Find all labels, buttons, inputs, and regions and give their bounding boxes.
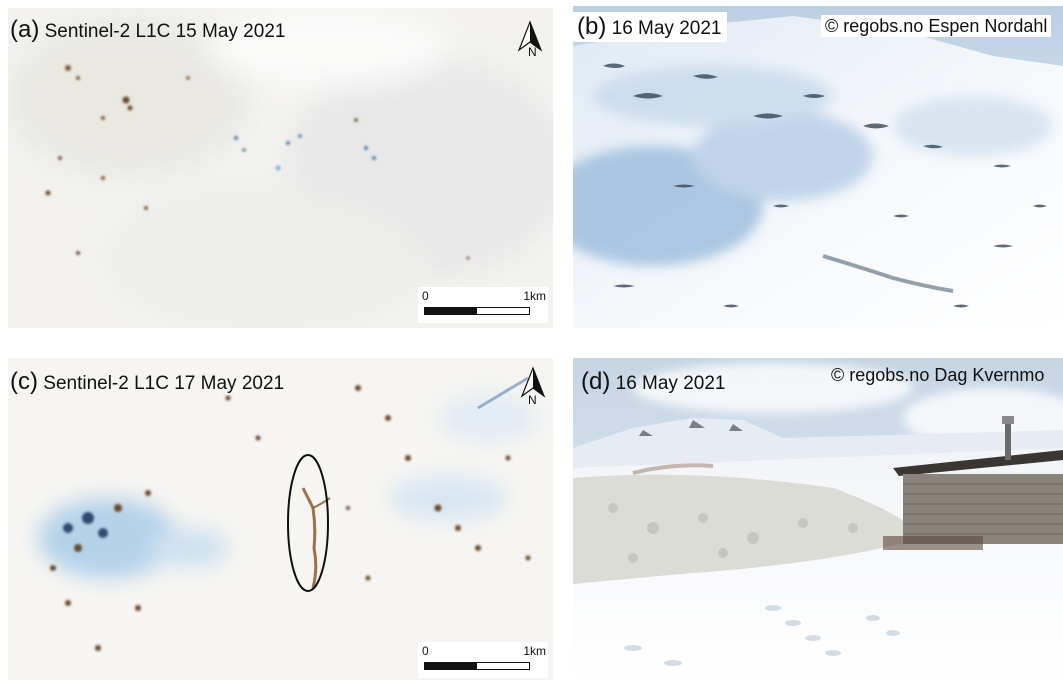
panel-c-scale-bar: 0 1km — [418, 642, 548, 678]
panel-d-letter: (d) — [581, 368, 611, 395]
scale-end-label: 1km — [523, 644, 546, 658]
panel-a-caption: (a) Sentinel-2 L1C 15 May 2021 — [10, 18, 285, 42]
satellite-image-c — [8, 358, 553, 680]
panel-c-satellite-image: (c) Sentinel-2 L1C 17 May 2021 N 0 1km — [8, 358, 553, 680]
satellite-image-a — [8, 8, 553, 328]
cabin-graphic — [883, 416, 1063, 550]
scale-end-label: 1km — [523, 289, 546, 303]
cabin-photo-d — [573, 358, 1063, 683]
panel-d-photo: (d) 16 May 2021 © regobs.no Dag Kvernmo — [573, 358, 1063, 683]
panel-c-caption-text: Sentinel-2 L1C 17 May 2021 — [43, 373, 285, 394]
panel-d-caption-text: 16 May 2021 — [615, 373, 726, 394]
panel-a-north-label: N — [528, 45, 537, 59]
north-arrow-icon — [517, 20, 543, 60]
panel-b-caption-text: 16 May 2021 — [611, 18, 722, 39]
panel-a-letter: (a) — [10, 16, 40, 43]
north-arrow-icon — [520, 366, 546, 406]
scale-start-label: 0 — [422, 644, 429, 658]
panel-b-letter: (b) — [577, 13, 607, 40]
scale-bar-graphic — [424, 307, 530, 315]
panel-c-caption: (c) Sentinel-2 L1C 17 May 2021 — [10, 370, 284, 394]
panel-c-letter: (c) — [10, 368, 38, 395]
mountain-photo-b — [573, 6, 1063, 328]
panel-c-north-label: N — [528, 393, 537, 407]
panel-a-scale-bar: 0 1km — [418, 287, 548, 323]
panel-b-credit: © regobs.no Espen Nordahl — [821, 15, 1052, 37]
scale-start-label: 0 — [422, 289, 429, 303]
panel-b-photo: (b) 16 May 2021 © regobs.no Espen Nordah… — [573, 6, 1063, 328]
panel-d-caption: (d) 16 May 2021 — [581, 370, 725, 394]
panel-b-caption: (b) 16 May 2021 — [573, 12, 728, 42]
panel-d-credit: © regobs.no Dag Kvernmo — [831, 365, 1045, 385]
panel-a-satellite-image: (a) Sentinel-2 L1C 15 May 2021 N 0 1km — [8, 8, 553, 328]
scale-bar-graphic — [424, 662, 530, 670]
panel-a-caption-text: Sentinel-2 L1C 15 May 2021 — [44, 21, 286, 42]
